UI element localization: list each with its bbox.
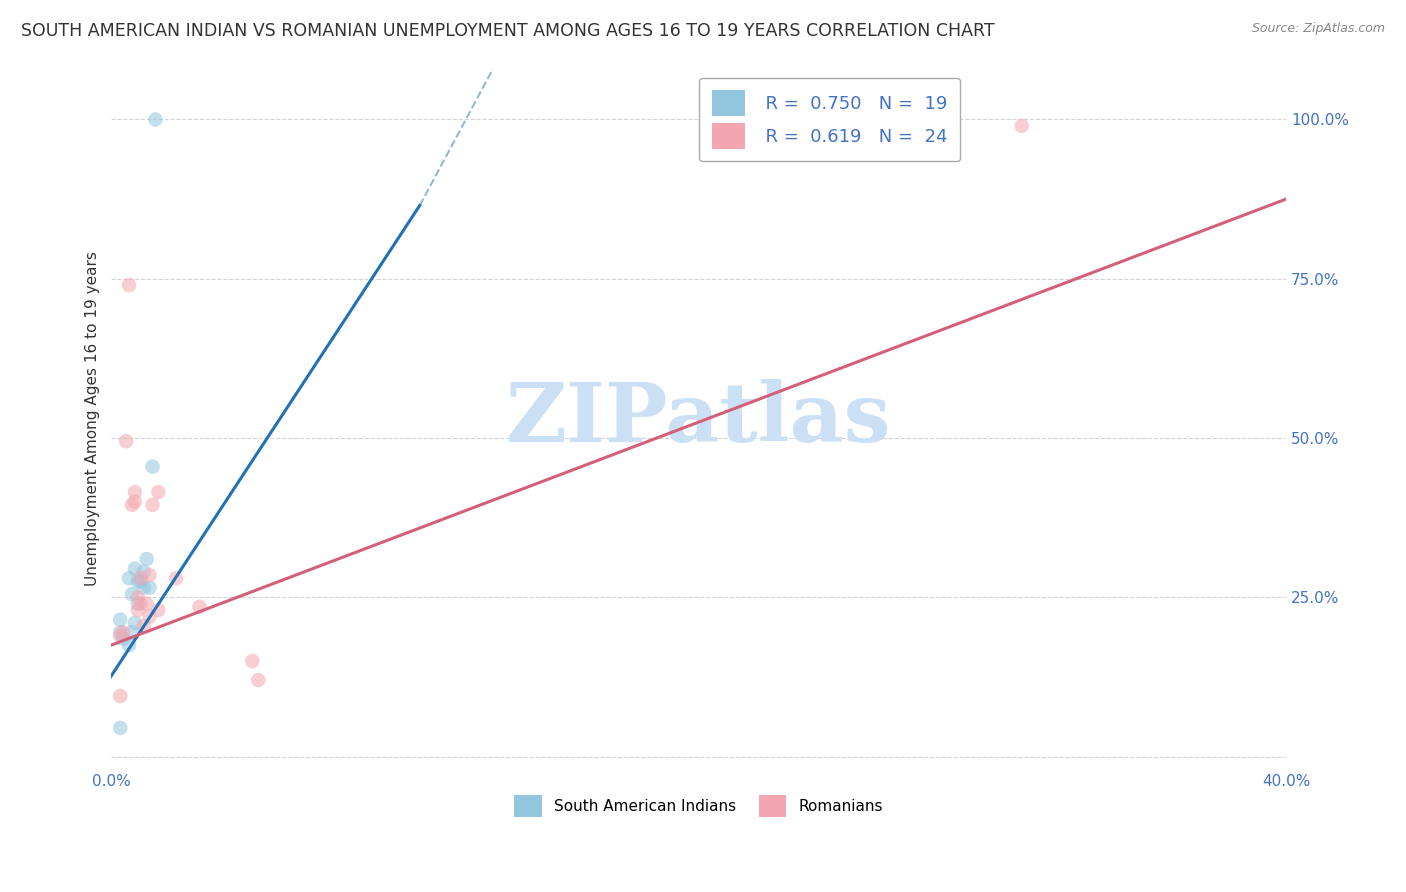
Point: [148, 485, 170, 500]
Point: [135, 552, 157, 566]
Point: [165, 571, 187, 585]
Point: [138, 568, 160, 582]
Point: [129, 597, 152, 611]
Point: [124, 485, 146, 500]
Point: [121, 625, 143, 640]
Point: [112, 632, 135, 646]
Point: [132, 565, 155, 579]
Point: [141, 498, 163, 512]
Text: ZIPatlas: ZIPatlas: [506, 379, 891, 458]
Point: [118, 278, 141, 293]
Point: [138, 581, 160, 595]
Point: [188, 599, 211, 614]
Point: [121, 587, 143, 601]
Point: [247, 673, 270, 687]
Text: SOUTH AMERICAN INDIAN VS ROMANIAN UNEMPLOYMENT AMONG AGES 16 TO 19 YEARS CORRELA: SOUTH AMERICAN INDIAN VS ROMANIAN UNEMPL…: [21, 22, 994, 40]
Text: Source: ZipAtlas.com: Source: ZipAtlas.com: [1251, 22, 1385, 36]
Point: [118, 638, 141, 652]
Point: [127, 591, 149, 605]
Point: [240, 654, 263, 668]
Y-axis label: Unemployment Among Ages 16 to 19 years: Unemployment Among Ages 16 to 19 years: [86, 252, 100, 586]
Point: [141, 459, 163, 474]
Point: [110, 689, 132, 703]
Point: [148, 603, 170, 617]
Point: [110, 628, 132, 642]
Point: [145, 112, 167, 127]
Point: [110, 625, 132, 640]
Point: [1011, 119, 1033, 133]
Point: [112, 625, 135, 640]
Point: [124, 615, 146, 630]
Point: [124, 494, 146, 508]
Point: [129, 574, 152, 589]
Legend: South American Indians, Romanians: South American Indians, Romanians: [506, 788, 891, 825]
Point: [115, 434, 138, 449]
Point: [138, 609, 160, 624]
Point: [129, 571, 152, 585]
Point: [118, 571, 141, 585]
Point: [132, 581, 155, 595]
Point: [110, 613, 132, 627]
Point: [127, 597, 149, 611]
Point: [135, 597, 157, 611]
Point: [127, 574, 149, 589]
Point: [127, 603, 149, 617]
Point: [121, 498, 143, 512]
Point: [110, 721, 132, 735]
Point: [132, 619, 155, 633]
Point: [124, 561, 146, 575]
